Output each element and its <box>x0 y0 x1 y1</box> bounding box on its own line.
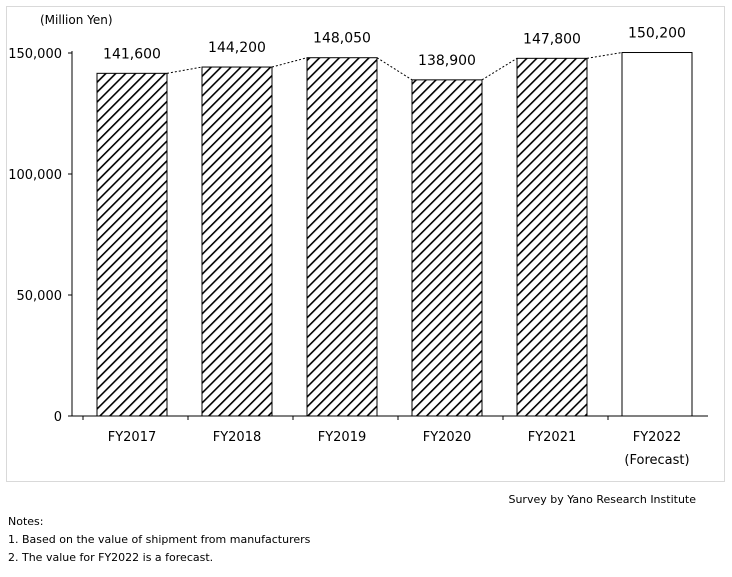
x-tick-sublabel: (Forecast) <box>624 453 689 468</box>
forecast-bar <box>621 52 693 417</box>
bar <box>516 57 588 417</box>
y-tick-label: 150,000 <box>8 47 62 62</box>
y-tick-label: 100,000 <box>8 168 62 183</box>
bar <box>96 72 168 417</box>
notes-heading: Notes: <box>8 515 44 528</box>
x-tick-label: FY2020 <box>423 430 472 445</box>
bar <box>306 57 378 417</box>
x-tick-label: FY2019 <box>318 430 367 445</box>
note-item: 2. The value for FY2022 is a forecast. <box>8 551 214 564</box>
series-connector <box>166 66 203 74</box>
x-tick-label: FY2017 <box>108 430 157 445</box>
x-tick-label: FY2022 <box>633 430 682 445</box>
chart-frame <box>6 6 725 482</box>
data-label: 148,050 <box>313 31 371 47</box>
series-connector <box>586 52 623 59</box>
bar <box>411 79 483 417</box>
notes: Notes: 1. Based on the value of shipment… <box>8 513 310 567</box>
data-label: 144,200 <box>208 40 266 56</box>
series-connector <box>481 57 518 81</box>
y-tick-label: 0 <box>54 410 62 425</box>
data-label: 150,200 <box>628 26 686 42</box>
data-label: 147,800 <box>523 31 581 47</box>
note-item: 1. Based on the value of shipment from m… <box>8 533 311 546</box>
plot-area: 0 50,000 100,000 150,000 141,600 FY2017 144,20… <box>8 26 708 468</box>
data-label: 141,600 <box>103 46 161 62</box>
x-tick-label: FY2018 <box>213 430 262 445</box>
series-connector <box>271 57 308 68</box>
source-note: Survey by Yano Research Institute <box>508 493 696 506</box>
bar <box>201 66 273 417</box>
series-connector <box>376 57 413 81</box>
x-tick-label: FY2021 <box>528 430 577 445</box>
y-axis-unit-label: (Million Yen) <box>40 13 113 27</box>
data-label: 138,900 <box>418 53 476 69</box>
y-tick-label: 50,000 <box>17 289 63 304</box>
